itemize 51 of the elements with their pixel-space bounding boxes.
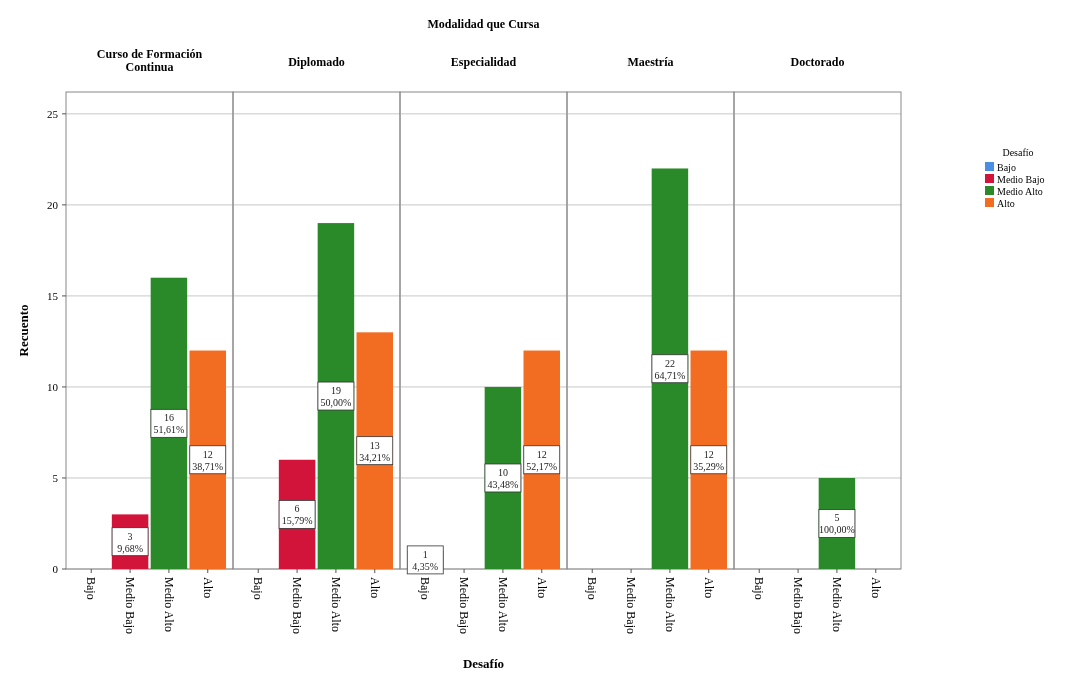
x-tick-label: Medio Bajo <box>289 577 304 634</box>
chart-title: Doctorado <box>790 55 845 69</box>
x-tick-label: Medio Bajo <box>790 577 805 634</box>
annotation: 1 4,35% <box>412 548 439 572</box>
x-tick-label: Medio Bajo <box>623 577 638 634</box>
legend-label: Medio Alto <box>997 185 1043 197</box>
chart-title: Maestría <box>627 55 674 69</box>
x-tick-label: Medio Alto <box>662 577 677 633</box>
y-tick-label: 0 <box>52 562 59 575</box>
y-tick-label: 20 <box>47 198 59 211</box>
annotation: 12 35,29% <box>693 448 725 472</box>
annotation: 19 50,00% <box>320 385 352 409</box>
x-tick-label: Medio Alto <box>495 577 510 633</box>
chart-title: Curso de Formación Continua <box>96 47 203 74</box>
annotation: 16 51,61% <box>153 412 185 436</box>
x-tick-label: Alto <box>200 577 215 599</box>
x-tick-label: Alto <box>367 577 382 599</box>
text: Modalidad que Cursa <box>427 17 540 31</box>
x-tick-label: Medio Bajo <box>456 577 471 634</box>
annotation: 12 52,17% <box>526 448 558 472</box>
x-tick-label: Alto <box>534 577 549 599</box>
x-tick-label: Bajo <box>418 577 433 600</box>
chart-title: Especialidad <box>450 55 517 69</box>
annotation: 22 64,71% <box>654 357 686 381</box>
x-tick-label: Medio Alto <box>161 577 176 633</box>
y-axis-title: Recuento <box>16 304 31 357</box>
x-tick-label: Medio Alto <box>829 577 844 633</box>
x-tick-label: Bajo <box>585 577 600 600</box>
x-tick-label: Alto <box>701 577 716 599</box>
y-tick-label: 10 <box>47 380 59 393</box>
annotation: 13 34,21% <box>359 439 391 463</box>
annotation: 5 100,00% <box>819 512 855 536</box>
x-tick-label: Bajo <box>752 577 767 600</box>
x-tick-label: Medio Bajo <box>122 577 137 634</box>
y-tick-label: 15 <box>47 289 59 302</box>
y-tick-label: 5 <box>52 471 59 484</box>
annotation: 12 38,71% <box>192 448 224 472</box>
x-tick-label: Bajo <box>84 577 99 600</box>
legend-label: Medio Bajo <box>997 173 1045 185</box>
legend-title: Desafío <box>1002 147 1034 158</box>
y-tick-label: 25 <box>47 107 59 120</box>
x-tick-label: Medio Alto <box>328 577 343 633</box>
x-axis-title: Desafío <box>462 656 505 671</box>
legend-label: Bajo <box>997 161 1016 173</box>
annotation: 6 15,79% <box>281 503 313 527</box>
annotation: 3 9,68% <box>117 530 143 554</box>
x-tick-label: Bajo <box>251 577 266 600</box>
annotation: 10 43,48% <box>487 466 519 490</box>
legend-label: Alto <box>997 197 1015 209</box>
x-tick-label: Alto <box>868 577 883 599</box>
chart-title: Diplomado <box>288 55 345 69</box>
